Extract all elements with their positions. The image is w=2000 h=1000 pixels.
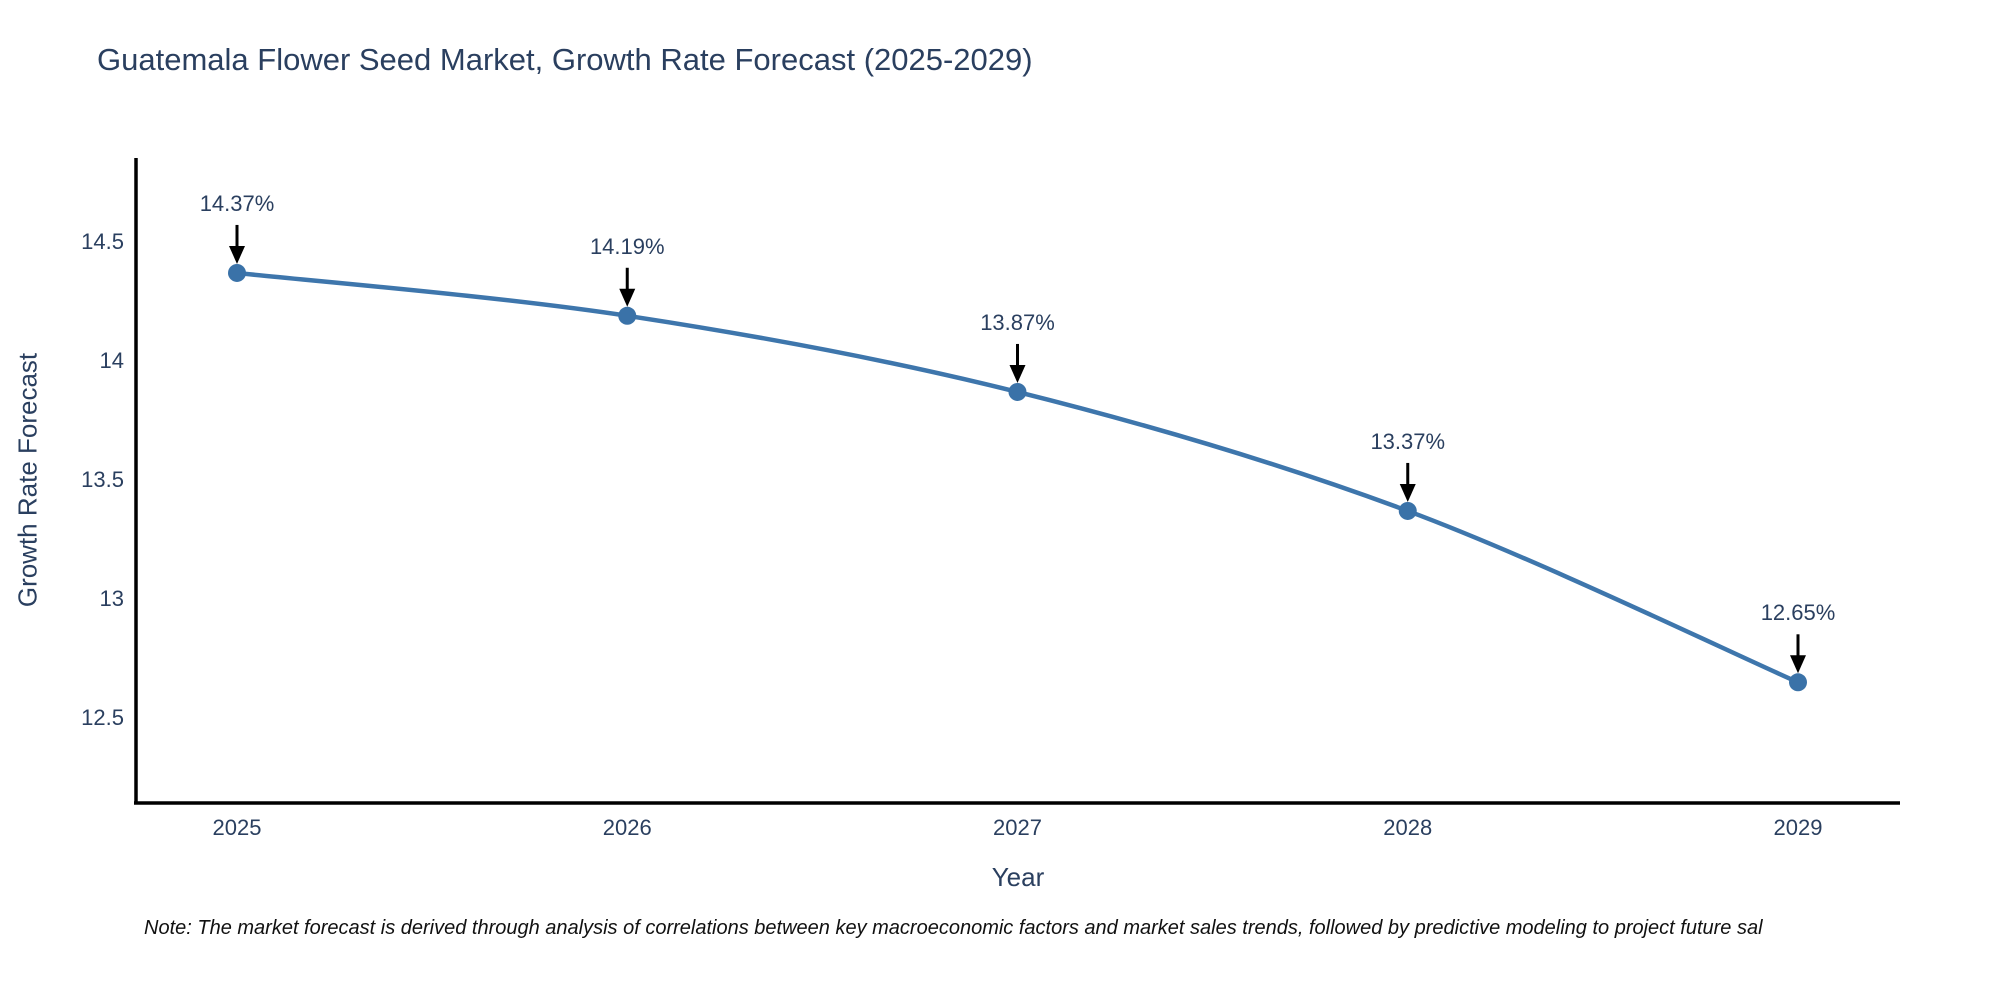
x-axis-tick-label: 2026 xyxy=(602,815,652,840)
annotation-arrow-head xyxy=(619,288,636,307)
x-axis-tick-label: 2028 xyxy=(1383,815,1433,840)
data-point-value-label: 14.37% xyxy=(199,190,275,216)
chart-title: Guatemala Flower Seed Market, Growth Rat… xyxy=(97,42,1033,77)
y-axis-tick-label: 12.5 xyxy=(81,705,124,730)
annotation-arrow-head xyxy=(229,245,245,264)
data-point-marker xyxy=(1398,501,1417,520)
data-point-value-label: 12.65% xyxy=(1760,600,1836,626)
data-point-marker xyxy=(1789,673,1807,692)
footnote: Note: The market forecast is derived thr… xyxy=(144,917,1763,939)
annotation-arrow-head xyxy=(1399,483,1416,502)
y-axis-tick-label: 13.5 xyxy=(81,467,124,492)
data-point-marker xyxy=(618,306,637,325)
y-axis-tick-label: 13 xyxy=(99,586,124,611)
x-axis-tick-label: 2027 xyxy=(993,815,1042,840)
x-axis-tick-label: 2029 xyxy=(1773,815,1823,840)
data-point-value-label: 13.87% xyxy=(980,309,1055,335)
data-point-value-label: 14.19% xyxy=(589,233,665,259)
y-axis-tick-label: 14 xyxy=(99,348,124,373)
annotation-arrow-head xyxy=(1009,364,1026,383)
annotation-arrow-head xyxy=(1790,655,1806,674)
data-point-marker xyxy=(228,263,246,282)
x-axis-tick-label: 2025 xyxy=(212,815,262,840)
data-point-value-label: 13.37% xyxy=(1370,428,1446,454)
x-axis-title: Year xyxy=(991,862,1045,892)
y-axis-tick-label: 14.5 xyxy=(81,229,124,254)
data-point-marker xyxy=(1008,382,1027,401)
